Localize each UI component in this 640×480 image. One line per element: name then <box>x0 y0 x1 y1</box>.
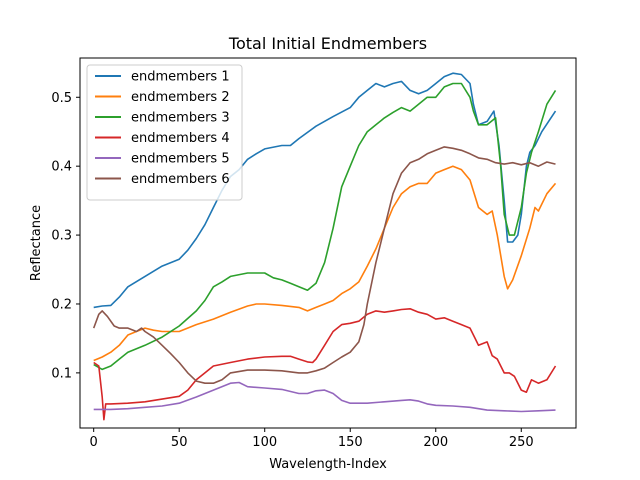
legend-label-1: endmembers 1 <box>131 70 230 85</box>
x-tick-label: 250 <box>509 435 534 450</box>
legend-box <box>86 64 243 201</box>
series-line-4 <box>93 308 557 421</box>
x-axis-ticks: 0 50 100 150 200 250 <box>90 428 534 450</box>
series-line-6 <box>92 146 556 384</box>
legend-label-2: endmembers 2 <box>131 90 230 105</box>
plot-lines <box>92 72 557 421</box>
legend-label-6: endmembers 6 <box>131 172 230 187</box>
legend: endmembers 1 endmembers 2 endmembers 3 endm… <box>86 64 243 201</box>
plot-frame <box>79 57 577 429</box>
y-axis-ticks: 0.1 0.2 0.3 0.4 0.5 <box>51 91 80 381</box>
series-line-3 <box>93 82 557 371</box>
x-tick-label: 50 <box>171 435 188 450</box>
x-axis-label: Wavelength-Index <box>269 457 387 472</box>
chart-title: Total Initial Endmembers <box>228 34 427 53</box>
legend-label-4: endmembers 4 <box>131 131 230 146</box>
x-tick-label: 100 <box>252 435 277 450</box>
y-tick-label: 0.4 <box>51 160 72 175</box>
series-line-2 <box>93 165 557 362</box>
y-tick-label: 0.2 <box>51 297 72 312</box>
y-tick-label: 0.5 <box>51 91 72 106</box>
series-line-1 <box>93 72 557 309</box>
y-axis-label: Reflectance <box>29 205 44 281</box>
y-tick-label: 0.3 <box>51 229 72 244</box>
legend-label-3: endmembers 3 <box>131 111 230 126</box>
x-tick-label: 150 <box>338 435 363 450</box>
legend-label-5: endmembers 5 <box>131 152 230 167</box>
x-tick-label: 200 <box>423 435 448 450</box>
x-tick-label: 0 <box>90 435 98 450</box>
y-tick-label: 0.1 <box>51 366 72 381</box>
series-line-5 <box>93 381 556 413</box>
